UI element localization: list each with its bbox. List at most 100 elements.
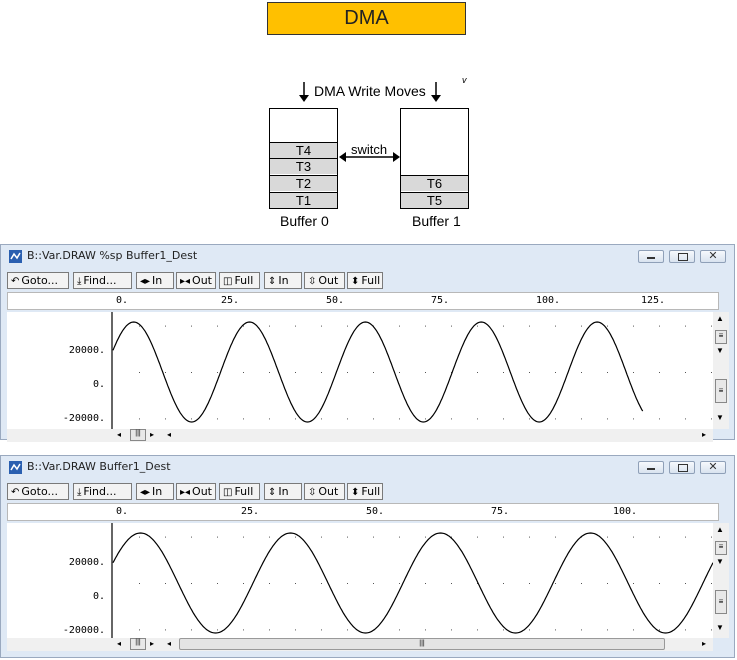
zoom-out-y-button[interactable]: ⇳ Out: [304, 483, 345, 500]
zoom-out-x-button[interactable]: ▸◂ Out: [176, 272, 216, 289]
close-button[interactable]: ✕: [700, 461, 726, 474]
scroll-down-icon[interactable]: ▼: [716, 623, 724, 632]
scroll-thumb-h[interactable]: |||: [130, 429, 146, 441]
find-button[interactable]: ⤓ Find...: [73, 483, 132, 500]
scroll-thumb-top[interactable]: ≡: [715, 330, 727, 344]
zoom-out-y-button[interactable]: ⇳ Out: [304, 272, 345, 289]
grid-dot: [217, 372, 218, 373]
scroll-left-icon[interactable]: ◂: [117, 639, 122, 648]
find-button[interactable]: ⤓ Find...: [73, 272, 132, 289]
scroll-thumb[interactable]: ≡: [715, 590, 727, 614]
full-x-icon: ◫: [223, 487, 233, 498]
y-tick-label: 0.: [93, 379, 105, 390]
grid-dot: [555, 583, 556, 584]
scroll-left-icon[interactable]: ◂: [167, 639, 172, 648]
horizontal-scrollbar[interactable]: ◂ ||| ▸ ◂ ||| ▸: [7, 638, 713, 651]
grid-dot: [191, 583, 192, 584]
goto-button[interactable]: ↶ Goto...: [7, 483, 69, 500]
goto-icon: ↶: [11, 487, 20, 498]
grid-dot: [451, 418, 452, 420]
find-icon: ⤓: [77, 487, 82, 498]
scroll-thumb-top[interactable]: ≡: [715, 541, 727, 555]
grid-dot: [165, 372, 166, 373]
grid-dot: [139, 372, 140, 373]
grid-dot: [269, 583, 270, 584]
scroll-down-icon[interactable]: ▼: [716, 557, 724, 566]
grid-dot: [451, 325, 452, 327]
scroll-right-icon[interactable]: ▸: [150, 430, 155, 439]
grid-dot: [139, 629, 140, 631]
goto-button[interactable]: ↶ Goto...: [7, 272, 69, 289]
zoom-out-x-button[interactable]: ▸◂ Out: [176, 483, 216, 500]
waveform-chart: 20000. 0. -20000.: [63, 523, 714, 638]
close-button[interactable]: ✕: [700, 250, 726, 263]
grid-dot: [373, 536, 374, 538]
plot-area[interactable]: 20000. 0. -20000.: [7, 312, 713, 429]
scroll-right-icon[interactable]: ▸: [702, 639, 707, 648]
grid-dot: [555, 325, 556, 327]
grid-dot: [685, 372, 686, 373]
scroll-right-icon[interactable]: ▸: [150, 639, 155, 648]
minimize-icon: [647, 257, 655, 259]
grid-dot: [503, 629, 504, 631]
grid-dot: [399, 536, 400, 538]
full-y-button[interactable]: ⬍ Full: [347, 272, 383, 289]
maximize-button[interactable]: [669, 250, 695, 263]
grid-dot: [243, 325, 244, 327]
grid-dot: [659, 536, 660, 538]
scroll-thumb-h[interactable]: |||: [130, 638, 146, 650]
grid-dot: [581, 629, 582, 631]
grid-dot: [217, 536, 218, 538]
full-x-icon: ◫: [223, 276, 233, 287]
vertical-scrollbar[interactable]: ▲ ≡ ▼ ≡ ▼: [713, 523, 729, 638]
zoom-in-y-button[interactable]: ⇕ In: [264, 483, 302, 500]
zoom-in-y-button[interactable]: ⇕ In: [264, 272, 302, 289]
scroll-left-icon[interactable]: ◂: [167, 430, 172, 439]
minimize-button[interactable]: [638, 461, 664, 474]
scroll-up-icon[interactable]: ▲: [716, 525, 724, 534]
window-title: B::Var.DRAW Buffer1_Dest: [27, 460, 171, 473]
zoom-in-x-icon: ◂▸: [140, 487, 151, 498]
grid-dot: [529, 583, 530, 584]
zoom-in-x-button[interactable]: ◂▸ In: [136, 483, 174, 500]
grid-dot: [529, 325, 530, 327]
grid-dot: [555, 372, 556, 373]
ruler-tick: 75.: [491, 506, 510, 517]
full-y-button[interactable]: ⬍ Full: [347, 483, 383, 500]
window-title: B::Var.DRAW %sp Buffer1_Dest: [27, 249, 198, 262]
grid-dot: [321, 372, 322, 373]
grid-dot: [165, 629, 166, 631]
grid-dot: [243, 629, 244, 631]
ruler-tick: 75.: [431, 295, 450, 306]
grid-dot: [321, 583, 322, 584]
vertical-scrollbar[interactable]: ▲ ≡ ▼ ≡ ▼: [713, 312, 729, 429]
zoom-in-x-button[interactable]: ◂▸ In: [136, 272, 174, 289]
horizontal-scrollbar[interactable]: ◂ ||| ▸ ◂ ▸: [7, 429, 713, 442]
grid-dot: [581, 583, 582, 584]
full-x-button[interactable]: ◫ Full: [219, 272, 260, 289]
scroll-thumb[interactable]: ≡: [715, 379, 727, 403]
minimize-button[interactable]: [638, 250, 664, 263]
grid-dot: [529, 418, 530, 420]
maximize-button[interactable]: [669, 461, 695, 474]
grid-dot: [191, 325, 192, 327]
scroll-left-icon[interactable]: ◂: [117, 430, 122, 439]
grid-dot: [399, 629, 400, 631]
scroll-track-thumb[interactable]: |||: [179, 638, 665, 650]
zoom-out-y-icon: ⇳: [308, 487, 317, 498]
grid-dot: [217, 629, 218, 631]
scroll-down-icon[interactable]: ▼: [716, 413, 724, 422]
app-icon: [9, 461, 22, 474]
scroll-right-icon[interactable]: ▸: [702, 430, 707, 439]
full-x-button[interactable]: ◫ Full: [219, 483, 260, 500]
scroll-up-icon[interactable]: ▲: [716, 314, 724, 323]
plot-area[interactable]: 20000. 0. -20000.: [7, 523, 714, 638]
grid-dot: [529, 536, 530, 538]
grid-dot: [581, 372, 582, 373]
title-bar[interactable]: B::Var.DRAW %sp Buffer1_Dest ✕: [1, 245, 734, 267]
scroll-down-icon[interactable]: ▼: [716, 346, 724, 355]
grid-dot: [347, 325, 348, 327]
title-bar[interactable]: B::Var.DRAW Buffer1_Dest ✕: [1, 456, 734, 478]
buffer-1-box: T6 T5: [400, 108, 469, 209]
grid-dot: [139, 583, 140, 584]
